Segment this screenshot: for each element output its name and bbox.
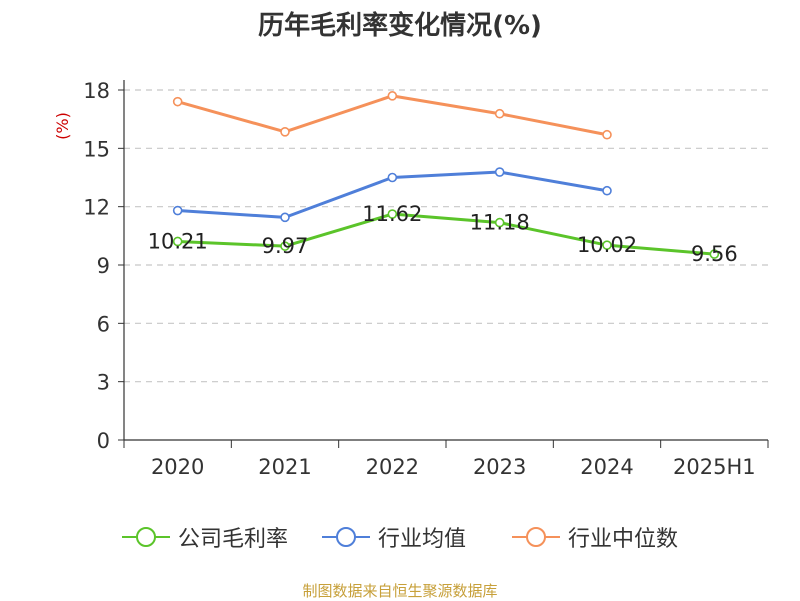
y-axis-label: (%) bbox=[53, 112, 72, 140]
data-label: 11.62 bbox=[362, 202, 422, 226]
data-label: 10.21 bbox=[148, 229, 208, 253]
data-point bbox=[494, 217, 505, 228]
data-point bbox=[494, 108, 505, 119]
data-point bbox=[172, 236, 183, 247]
y-tick-label: 9 bbox=[97, 254, 110, 278]
y-tick-label: 6 bbox=[97, 312, 110, 336]
y-tick-label: 3 bbox=[97, 371, 110, 395]
legend-label: 行业均值 bbox=[378, 527, 467, 552]
data-point bbox=[280, 212, 290, 223]
series-line bbox=[177, 94, 608, 137]
data-label: 11.18 bbox=[470, 211, 530, 235]
y-tick-label: 12 bbox=[83, 196, 110, 220]
data-point bbox=[602, 240, 612, 250]
data-label: 10.02 bbox=[577, 233, 637, 257]
data-point bbox=[387, 209, 398, 219]
data-label: 9.97 bbox=[262, 234, 309, 258]
data-source-note: 制图数据来自恒生聚源数据库 bbox=[302, 582, 498, 600]
data-point bbox=[172, 205, 183, 216]
legend-industry-median[interactable]: 行业中位数 bbox=[512, 522, 678, 552]
data-point bbox=[172, 96, 183, 107]
series-line bbox=[177, 212, 715, 256]
x-tick-label: 2023 bbox=[473, 455, 526, 479]
legend-line-marker-icon bbox=[322, 527, 370, 547]
x-tick-label: 2021 bbox=[258, 455, 311, 479]
x-tick-label: 2022 bbox=[366, 455, 419, 479]
legend-label: 公司毛利率 bbox=[178, 527, 289, 552]
y-tick-label: 15 bbox=[83, 137, 110, 161]
data-point bbox=[387, 172, 398, 183]
chart-title: 历年毛利率变化情况(%) bbox=[258, 11, 542, 41]
data-label: 9.56 bbox=[691, 242, 738, 266]
legend-company-margin[interactable]: 公司毛利率 bbox=[122, 522, 288, 552]
data-point bbox=[602, 185, 612, 196]
data-point bbox=[280, 241, 290, 251]
legend-line-marker-icon bbox=[122, 527, 170, 547]
data-point bbox=[280, 127, 290, 137]
data-point bbox=[387, 91, 398, 101]
x-tick-label: 2024 bbox=[580, 455, 633, 479]
x-tick-label: 2020 bbox=[151, 455, 204, 479]
y-tick-label: 18 bbox=[83, 79, 110, 103]
data-point bbox=[494, 167, 505, 177]
data-point bbox=[709, 249, 720, 259]
legend-industry-mean[interactable]: 行业均值 bbox=[322, 522, 466, 552]
data-point bbox=[602, 129, 612, 140]
legend-label: 行业中位数 bbox=[568, 527, 679, 552]
y-tick-label: 0 bbox=[97, 429, 110, 453]
legend-line-marker-icon bbox=[512, 527, 560, 547]
x-tick-label: 2025H1 bbox=[673, 455, 756, 479]
